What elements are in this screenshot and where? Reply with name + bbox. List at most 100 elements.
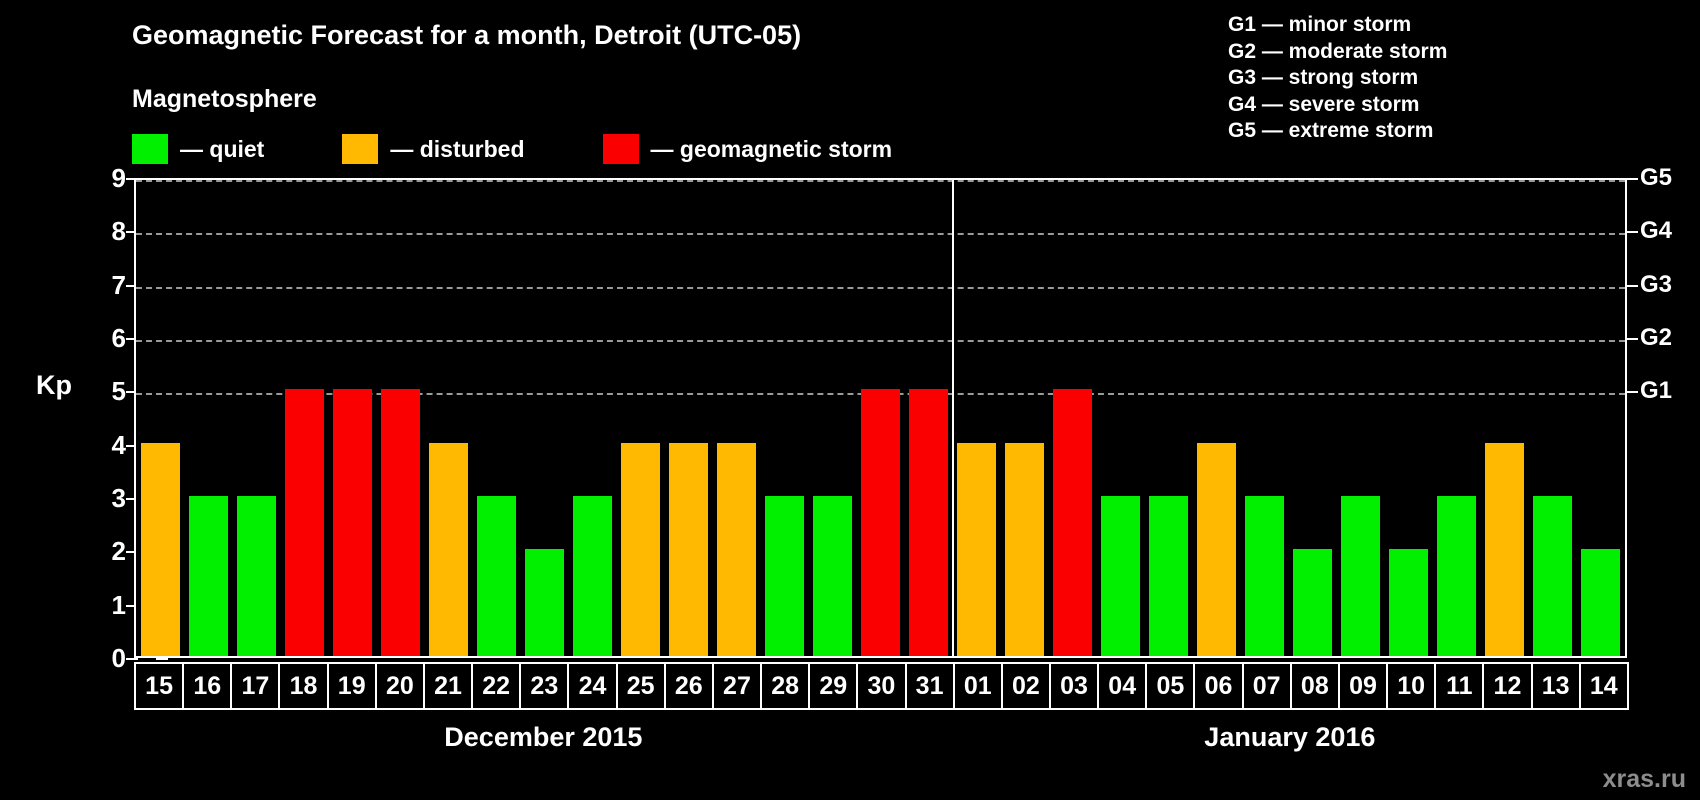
bar-slot	[1481, 180, 1529, 656]
y-axis-tick-6	[126, 338, 138, 340]
gridline-kp-9	[136, 180, 1625, 182]
bar-05[interactable]	[1149, 496, 1189, 656]
y-axis-tick-7	[126, 284, 138, 287]
day-label-29[interactable]: 29	[808, 662, 859, 710]
day-label-11[interactable]: 11	[1434, 662, 1485, 710]
bar-slot	[280, 180, 328, 656]
bar-08[interactable]	[1293, 549, 1333, 656]
bar-17[interactable]	[236, 496, 276, 656]
bar-09[interactable]	[1341, 496, 1381, 656]
bar-slot	[1001, 180, 1049, 656]
day-label-row: 15 16 17 18 19 20 21 22 23 24 25 26 27 28 29 30 31 01 02 03…	[134, 662, 1629, 710]
page-title: Geomagnetic Forecast for a month, Detroi…	[132, 20, 802, 50]
day-label-03[interactable]: 03	[1048, 662, 1100, 710]
bar-20[interactable]	[380, 389, 420, 656]
bar-slot	[520, 180, 568, 656]
bar-slot	[568, 180, 616, 656]
day-label-15[interactable]: 15	[134, 662, 185, 710]
bar-22[interactable]	[476, 496, 516, 656]
bar-12[interactable]	[1485, 442, 1525, 656]
bar-26[interactable]	[668, 442, 708, 656]
y-axis-title: Kp	[36, 370, 72, 400]
legend-swatch-disturbed-icon	[342, 134, 379, 164]
gridline-kp-6	[136, 340, 1625, 342]
g-axis-tick-G4	[1626, 231, 1638, 234]
bar-slot	[424, 180, 472, 656]
gscale-line-g2: G2 — moderate storm	[1228, 39, 1448, 63]
day-label-27[interactable]: 27	[711, 662, 763, 710]
bar-16[interactable]	[188, 496, 228, 656]
legend-item-storm: — geomagnetic storm	[602, 132, 892, 166]
day-label-13[interactable]: 13	[1530, 662, 1581, 710]
day-label-08[interactable]: 08	[1289, 662, 1340, 710]
day-label-20[interactable]: 20	[374, 662, 425, 710]
day-label-07[interactable]: 07	[1241, 662, 1292, 710]
bar-07[interactable]	[1245, 496, 1285, 656]
day-label-17[interactable]: 17	[230, 662, 281, 710]
bar-29[interactable]	[812, 496, 852, 656]
day-label-22[interactable]: 22	[471, 662, 522, 710]
day-label-06[interactable]: 06	[1193, 662, 1244, 710]
bar-30[interactable]	[860, 389, 900, 656]
bar-15[interactable]	[140, 442, 180, 656]
day-label-25[interactable]: 25	[615, 662, 666, 710]
day-label-21[interactable]: 21	[422, 662, 474, 710]
legend-item-disturbed: — disturbed	[342, 132, 525, 166]
bar-slot	[664, 180, 712, 656]
day-label-19[interactable]: 19	[326, 662, 377, 710]
day-label-26[interactable]: 26	[663, 662, 714, 710]
g-axis-tick-G3	[1626, 284, 1638, 287]
day-label-28[interactable]: 28	[760, 662, 811, 710]
day-label-01[interactable]: 01	[952, 662, 1003, 710]
watermark: xras.ru	[1602, 765, 1686, 793]
bar-03[interactable]	[1053, 389, 1093, 656]
day-label-12[interactable]: 12	[1482, 662, 1533, 710]
y-axis-tick-1	[126, 604, 138, 607]
g-tick-label-G1: G1	[1640, 377, 1673, 405]
day-label-16[interactable]: 16	[182, 662, 233, 710]
day-label-18[interactable]: 18	[278, 662, 329, 710]
day-label-09[interactable]: 09	[1337, 662, 1389, 710]
day-label-31[interactable]: 31	[904, 662, 955, 710]
bar-11[interactable]	[1437, 496, 1477, 656]
bar-slot	[712, 180, 760, 656]
g-axis-tick-G1	[1626, 391, 1638, 394]
bar-13[interactable]	[1533, 496, 1573, 656]
day-label-23[interactable]: 23	[519, 662, 570, 710]
month-caption-december: December 2015	[444, 722, 643, 752]
gscale-line-g4: G4 — severe storm	[1228, 92, 1420, 116]
bar-02[interactable]	[1005, 442, 1045, 656]
bar-21[interactable]	[428, 442, 468, 656]
bar-18[interactable]	[284, 389, 324, 656]
bar-23[interactable]	[524, 549, 564, 656]
bar-01[interactable]	[957, 442, 997, 656]
day-label-14[interactable]: 14	[1578, 662, 1629, 710]
bar-slot	[953, 180, 1001, 656]
day-label-24[interactable]: 24	[567, 662, 618, 710]
day-label-30[interactable]: 30	[856, 662, 907, 710]
bar-14[interactable]	[1581, 549, 1621, 656]
day-label-02[interactable]: 02	[1000, 662, 1051, 710]
legend-swatch-storm-icon	[602, 134, 639, 164]
bar-27[interactable]	[716, 442, 756, 656]
day-label-10[interactable]: 10	[1386, 662, 1437, 710]
bar-25[interactable]	[620, 442, 660, 656]
bar-19[interactable]	[332, 389, 372, 656]
bar-06[interactable]	[1197, 442, 1237, 656]
day-label-05[interactable]: 05	[1145, 662, 1196, 710]
y-tick-mark-0	[155, 658, 168, 660]
bar-28[interactable]	[764, 496, 804, 656]
bar-slot	[1049, 180, 1097, 656]
y-tick-label-3: 3	[112, 485, 168, 511]
bar-31[interactable]	[909, 389, 949, 656]
day-label-04[interactable]: 04	[1097, 662, 1148, 710]
bar-24[interactable]	[572, 496, 612, 656]
y-tick-label-7: 7	[112, 272, 168, 298]
bar-10[interactable]	[1389, 549, 1429, 656]
legend-label-quiet: — quiet	[180, 135, 265, 162]
bar-04[interactable]	[1101, 496, 1141, 656]
gscale-key: G1 — minor storm G2 — moderate storm G3 …	[1228, 12, 1447, 145]
y-axis-labels: 9 8 7 6 5 4 3 2 1 0	[80, 165, 168, 671]
bars-container	[136, 180, 1625, 656]
bar-slot	[232, 180, 280, 656]
